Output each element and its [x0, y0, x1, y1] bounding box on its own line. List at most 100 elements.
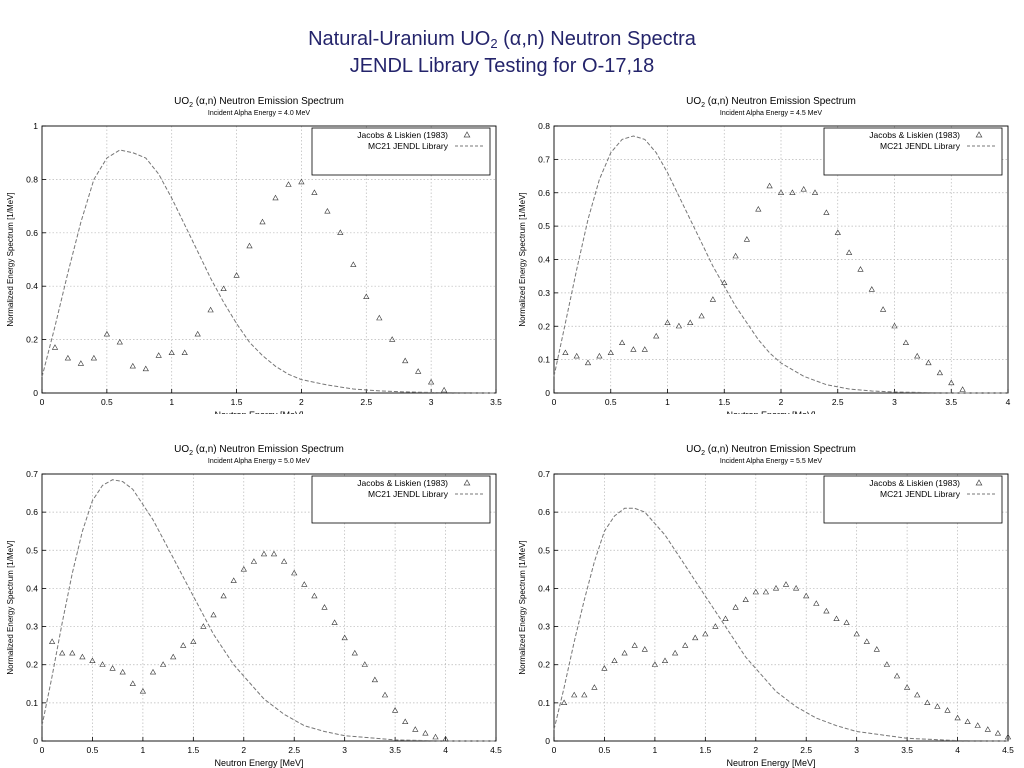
data-point-triangle [944, 707, 951, 713]
data-point-triangle [116, 338, 123, 345]
data-point-triangle [285, 181, 292, 187]
data-point-triangle [260, 550, 268, 557]
x-tick-label: 0 [552, 397, 557, 407]
x-tick-label: 2 [753, 745, 758, 755]
data-point-triangle [200, 623, 207, 629]
chart-subtitle: Incident Alpha Energy = 4.5 MeV [720, 110, 822, 117]
plot-frame [553, 473, 1009, 742]
y-axis-label: Normalized Energy Spectrum [1/MeV] [6, 192, 15, 326]
x-tick-label: 0 [552, 745, 557, 755]
legend-box [311, 475, 491, 524]
data-point-triangle [129, 680, 136, 686]
plot-frame [41, 125, 497, 394]
chart-title-prefix: UO [174, 96, 189, 107]
data-point-triangle [868, 286, 875, 292]
y-tick-label: 0.3 [538, 622, 550, 632]
data-point-triangle [89, 657, 96, 663]
data-point-triangle [48, 638, 56, 644]
legend-label-calculated: MC21 JENDL Library [880, 489, 961, 499]
y-tick-label: 0.7 [538, 154, 550, 164]
y-tick-label: 0.1 [538, 698, 550, 708]
x-tick-label: 3.5 [389, 745, 401, 755]
data-point-triangle [159, 661, 167, 667]
data-point-triangle [351, 649, 358, 656]
x-tick-label: 2 [779, 397, 784, 407]
y-tick-label: 0.1 [538, 355, 550, 365]
data-point-triangle [280, 558, 288, 564]
x-tick-label: 1 [141, 745, 146, 755]
data-point-triangle [79, 653, 86, 660]
x-tick-label: 1.5 [718, 397, 730, 407]
data-point-triangle [843, 619, 850, 625]
series-line-mc21 [553, 507, 1009, 742]
slide-title: Natural-Uranium UO2 (α,n) Neutron Spectr… [0, 26, 1004, 80]
data-point-triangle [755, 205, 762, 212]
x-tick-label: 3 [892, 397, 897, 407]
slide-title-subscript: 2 [490, 36, 498, 51]
data-point-triangle [653, 332, 660, 339]
data-point-triangle [934, 703, 941, 709]
legend-marker-triangle [975, 131, 983, 138]
slide-title-text: Natural-Uranium UO [308, 28, 491, 50]
y-tick-label: 0.6 [538, 507, 550, 517]
data-point-triangle [743, 236, 751, 242]
data-point-triangle [823, 607, 830, 614]
data-point-triangle [873, 646, 880, 652]
data-point-triangle [230, 577, 237, 583]
chart-subtitle: Incident Alpha Energy = 5.5 MeV [720, 458, 822, 465]
plot-frame [553, 125, 1009, 394]
data-point-triangle [240, 565, 247, 572]
data-point-triangle [181, 349, 188, 355]
y-tick-label: 0 [545, 736, 550, 746]
chart-subtitle: Incident Alpha Energy = 4.0 MeV [208, 110, 310, 117]
x-tick-label: 1 [665, 397, 670, 407]
data-point-triangle [682, 642, 689, 648]
data-point-triangle [331, 619, 338, 625]
data-point-triangle [376, 314, 383, 321]
data-point-triangle [311, 189, 318, 195]
data-point-triangle [893, 672, 901, 679]
data-point-triangle [903, 684, 911, 690]
x-tick-label: 3.5 [490, 397, 502, 407]
x-axis-label: Neutron Energy [MeV] [726, 758, 815, 768]
data-point-triangle [220, 285, 227, 291]
y-tick-label: 0.5 [538, 221, 550, 231]
data-point-triangle [853, 630, 860, 637]
legend-marker-triangle [463, 479, 471, 486]
y-tick-label: 0.6 [26, 228, 38, 238]
data-point-triangle [948, 379, 955, 386]
chart-title: UO2 (α,n) Neutron Emission Spectrum [686, 444, 856, 457]
chart-5-5-mev: UO2 (α,n) Neutron Emission SpectrumIncid… [518, 444, 1014, 768]
x-tick-label: 1.5 [231, 397, 243, 407]
x-tick-label: 2.5 [288, 745, 300, 755]
data-point-triangle [611, 657, 618, 663]
slide-title-text-2: (α,n) Neutron Spectra [497, 28, 696, 50]
data-point-triangle [168, 349, 175, 355]
x-tick-label: 0.5 [87, 745, 99, 755]
data-point-triangle [581, 691, 588, 698]
data-point-triangle [440, 386, 448, 393]
data-point-triangle [350, 261, 357, 267]
data-point-triangle [752, 588, 759, 595]
data-point-triangle [250, 558, 258, 564]
y-tick-label: 0 [33, 388, 38, 398]
y-tick-label: 0.1 [26, 698, 38, 708]
series-line-mc21 [553, 135, 1008, 394]
x-tick-label: 3 [342, 745, 347, 755]
chart-title: UO2 (α,n) Neutron Emission Spectrum [174, 96, 344, 109]
y-tick-label: 0.7 [538, 469, 550, 479]
y-tick-label: 0.2 [538, 321, 550, 331]
data-point-triangle [742, 596, 749, 602]
x-tick-label: 0 [40, 397, 45, 407]
x-tick-label: 1 [169, 397, 174, 407]
data-point-triangle [412, 726, 419, 732]
data-point-triangle [562, 349, 569, 355]
data-point-triangle [321, 604, 328, 610]
data-point-triangle [936, 369, 944, 376]
y-tick-label: 1 [33, 121, 38, 131]
y-tick-label: 0.4 [538, 583, 550, 593]
chart-title-prefix: UO [174, 444, 189, 455]
data-point-triangle [90, 354, 98, 361]
y-tick-label: 0.6 [538, 188, 550, 198]
x-tick-label: 4.5 [1002, 745, 1014, 755]
